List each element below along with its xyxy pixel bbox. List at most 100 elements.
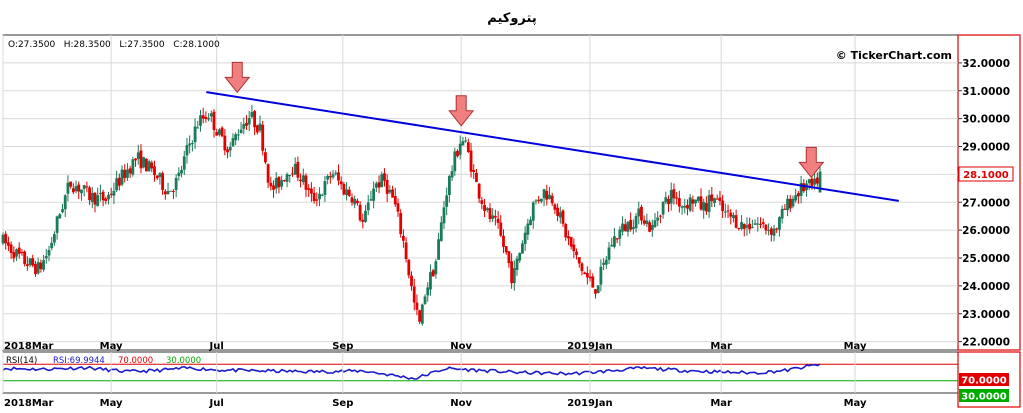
candle-up [231, 138, 235, 147]
candle-down [328, 176, 332, 178]
trend-layer [206, 91, 899, 202]
candle-up [50, 242, 54, 249]
candle-up [301, 175, 305, 183]
candle-down [23, 251, 27, 264]
rsi-x-tick-label: Nov [450, 398, 472, 409]
candle-up [791, 198, 795, 207]
candle-up [680, 206, 684, 208]
candle-up [515, 258, 519, 270]
rsi-x-tick-label: Mar [710, 398, 732, 409]
candle-up [634, 215, 638, 229]
rsi-lower-badge-bg [959, 389, 1009, 402]
candle-down [337, 172, 340, 181]
candle-up [388, 189, 392, 193]
candle-up [131, 159, 135, 175]
rsi-x-tick-label: Jul [209, 398, 224, 409]
candle-up [236, 134, 240, 136]
candle-up [772, 228, 776, 236]
candle-down [710, 194, 714, 201]
candle-down [686, 204, 689, 209]
candle-up [683, 205, 687, 208]
candle-up [461, 141, 465, 146]
candle-down [307, 188, 311, 190]
candle-up [169, 190, 173, 192]
candle-up [234, 134, 238, 141]
down-arrow-icon [798, 146, 825, 179]
candle-down [350, 197, 354, 203]
candle-down [499, 222, 503, 236]
candle-up [558, 212, 562, 218]
rsi-layer [2, 363, 958, 382]
candle-down [412, 286, 416, 303]
x-tick-label: Mar [710, 341, 732, 352]
candle-down [734, 215, 738, 228]
candle-down [12, 252, 16, 259]
candle-up [750, 226, 754, 228]
candle-down [93, 192, 97, 205]
candle-down [139, 150, 143, 169]
price-axis-frame [957, 34, 1021, 351]
candle-down [496, 218, 500, 223]
candle-up [437, 239, 440, 260]
candle-up [280, 180, 284, 187]
watermark: © TickerChart.com [836, 49, 952, 62]
candle-up [120, 169, 124, 185]
candle-down [588, 276, 592, 279]
candle-up [656, 217, 660, 221]
candle-down [17, 247, 21, 254]
candle-down [537, 199, 541, 202]
candle-down [88, 187, 91, 201]
candle-down [699, 196, 703, 210]
candle-down [7, 242, 10, 246]
candle-down [469, 150, 473, 172]
candle-down [266, 164, 270, 183]
candle-up [366, 202, 370, 211]
candle-up [650, 225, 654, 231]
candle-up [326, 175, 330, 180]
rsi-lower-value: 30.0000 [166, 356, 201, 366]
candle-up [185, 145, 189, 156]
candle-up [607, 247, 611, 260]
candle-down [672, 189, 676, 199]
candle-up [645, 220, 649, 225]
candle-up [799, 182, 803, 196]
candle-up [626, 221, 630, 232]
candle-down [577, 257, 581, 264]
candle-down [20, 252, 24, 254]
candle-up [293, 163, 297, 175]
candle-down [304, 175, 308, 190]
candle-down [150, 162, 154, 169]
candle-up [196, 127, 200, 129]
candle-down [553, 204, 557, 210]
candle-down [261, 124, 265, 151]
candle-down [691, 199, 695, 204]
rsi-lower-badge: 30.0000 [961, 392, 1007, 403]
candle-up [190, 143, 194, 145]
candle-down [594, 289, 597, 294]
candle-up [372, 188, 376, 201]
down-arrow-icon [224, 61, 251, 94]
candle-up [44, 256, 48, 259]
candle-up [239, 129, 243, 134]
candle-up [618, 229, 622, 239]
candle-down [377, 182, 381, 188]
candle-down [144, 158, 148, 172]
candle-up [182, 156, 186, 170]
candle-up [732, 214, 735, 219]
rsi-upper-badge: 70.0000 [961, 376, 1007, 387]
candle-up [539, 198, 543, 202]
candle-down [569, 236, 573, 247]
candle-down [315, 199, 319, 201]
candle-down [575, 251, 578, 256]
candle-down [721, 200, 725, 212]
candle-up [96, 195, 100, 207]
candle-down [342, 183, 346, 195]
candle-up [723, 211, 727, 213]
candle-up [780, 208, 784, 219]
down-arrow-icon [448, 95, 475, 127]
candle-down [764, 224, 768, 231]
candle-down [9, 244, 13, 253]
candle-down [493, 215, 497, 218]
candle-down [642, 220, 646, 224]
candle-up [442, 207, 446, 224]
